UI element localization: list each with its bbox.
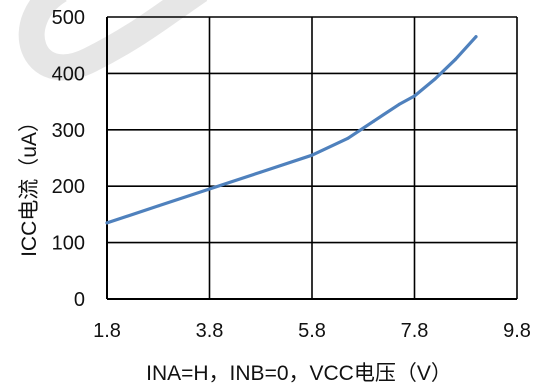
data-point (259, 170, 263, 174)
x-tick-label: 5.8 (298, 320, 326, 342)
data-point (474, 35, 478, 39)
data-point (413, 94, 416, 98)
data-point (105, 221, 109, 225)
series-line (105, 35, 478, 225)
y-axis-label: ICC电流（uA） (18, 111, 41, 257)
gridlines (106, 16, 518, 300)
y-tick-label: 300 (52, 120, 85, 142)
data-point (346, 136, 350, 140)
y-axis-ticks: 0 100 200 300 400 500 (52, 7, 85, 311)
data-point (454, 57, 457, 61)
y-tick-label: 400 (52, 63, 85, 85)
x-axis-label: INA=H，INB=0，VCC电压（V） (146, 362, 452, 383)
data-point (156, 204, 160, 208)
data-point (433, 77, 437, 81)
y-tick-label: 500 (52, 7, 85, 29)
x-tick-label: 9.8 (503, 320, 531, 342)
data-point (397, 102, 401, 106)
y-tick-label: 100 (52, 233, 85, 255)
watermark-shape (18, 0, 208, 81)
y-tick-label: 200 (52, 176, 85, 198)
x-tick-label: 1.8 (93, 320, 121, 342)
x-axis-ticks: 1.8 3.8 5.8 7.8 9.8 (93, 320, 531, 342)
x-tick-label: 7.8 (401, 320, 429, 342)
plot-area (105, 35, 478, 225)
data-point (372, 119, 375, 123)
y-tick-label: 0 (74, 289, 85, 311)
data-point (208, 187, 211, 191)
x-tick-label: 3.8 (196, 320, 224, 342)
data-point (310, 153, 314, 157)
